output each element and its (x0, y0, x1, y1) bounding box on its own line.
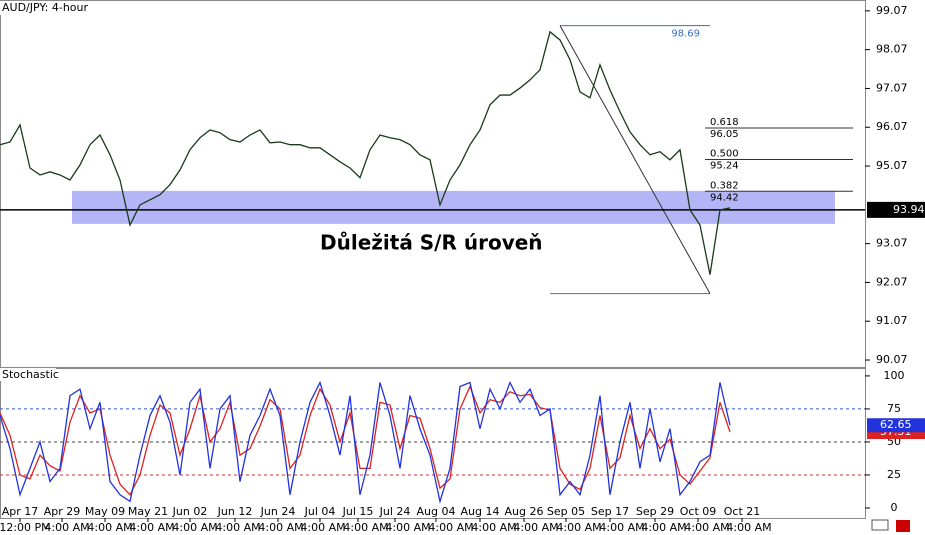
stochastic-title: Stochastic (2, 368, 59, 381)
annotation: Důležitá S/R úroveň (320, 231, 543, 255)
time-tick-label: 4:00 AM (599, 521, 644, 534)
fib-value: 96.05 (710, 129, 739, 140)
x-tick-label: Sep 29 (636, 505, 674, 518)
x-tick-label: Aug 14 (461, 505, 500, 518)
y-tick-label: 0 (891, 501, 898, 514)
x-tick-label: Jul 04 (304, 505, 336, 518)
fib-trend (559, 25, 711, 294)
time-tick-label: 4:00 AM (129, 521, 174, 534)
y-tick-label: 92.07 (876, 275, 908, 288)
x-tick-label: Jul 15 (342, 505, 374, 518)
y-tick-label: 100 (884, 369, 905, 382)
sr-zone (72, 190, 835, 224)
x-tick-label: Sep 17 (591, 505, 629, 518)
current-price-label: 93.94 (893, 203, 925, 216)
time-tick-label: 4:00 AM (258, 521, 303, 534)
y-tick-label: 75 (887, 402, 901, 415)
stoch-value-tag (867, 418, 925, 433)
price-line (0, 30, 731, 275)
icon[interactable] (871, 519, 889, 531)
time-tick-label: 4:00 AM (215, 521, 260, 534)
x-tick-label: May 21 (128, 505, 168, 518)
y-tick-label: 98.07 (876, 43, 908, 56)
time-tick-label: 4:00 AM (343, 521, 388, 534)
fib-ratio: 0.618 (710, 117, 739, 128)
time-tick-label: 4:00 AM (513, 521, 558, 534)
time-tick-label: 4:00 AM (684, 521, 729, 534)
fib-high-label: 98.69 (671, 29, 700, 40)
x-tick-label: Jun 02 (172, 505, 208, 518)
y-tick-label: 95.07 (876, 159, 908, 172)
stochastic-line (0, 380, 731, 504)
time-tick-label: 4:00 AM (471, 521, 516, 534)
y-tick-label: 97.07 (876, 81, 908, 94)
fib-ratio: 0.382 (710, 180, 739, 191)
y-tick-label: 93.07 (876, 237, 908, 250)
x-tick-label: Jun 12 (217, 505, 253, 518)
fib-value: 95.24 (710, 160, 739, 171)
stoch-title-bg (0, 368, 56, 381)
current-price-tag (867, 201, 925, 218)
x-tick-label: Jul 24 (379, 505, 411, 518)
time-tick-label: 4:00 AM (385, 521, 430, 534)
stochastic-line (0, 384, 731, 496)
price-panel (0, 0, 866, 368)
time-tick-label: 4:00 AM (428, 521, 473, 534)
x-tick-label: Oct 09 (680, 505, 717, 518)
x-tick-label: Aug 26 (505, 505, 544, 518)
x-tick-label: Aug 04 (417, 505, 456, 518)
time-tick-label: 4:00 AM (87, 521, 132, 534)
stoch-value-label: 62.65 (880, 418, 912, 431)
y-tick-label: 90.07 (876, 353, 908, 366)
time-tick-label: 4:00 AM (300, 521, 345, 534)
time-tick-label: 4:00 AM (726, 521, 771, 534)
time-tick-label: 12:00 PM (0, 521, 51, 534)
y-tick-label: 96.07 (876, 120, 908, 133)
time-tick-label: 4:00 AM (172, 521, 217, 534)
y-tick-label: 91.07 (876, 314, 908, 327)
x-tick-label: Oct 21 (724, 505, 761, 518)
x-tick-label: May 09 (85, 505, 125, 518)
title-bg (0, 1, 86, 15)
time-tick-label: 4:00 AM (641, 521, 686, 534)
stochastic-panel (0, 368, 866, 519)
time-tick-label: 4:00 AM (556, 521, 601, 534)
y-tick-label: 25 (887, 468, 901, 481)
x-tick-label: Sep 05 (547, 505, 585, 518)
x-tick-label: Apr 17 (2, 505, 39, 518)
icon[interactable] (896, 520, 910, 532)
chart-title: AUD/JPY: 4-hour (2, 1, 88, 14)
time-tick-label: 4:00 AM (44, 521, 89, 534)
x-tick-label: Jun 24 (260, 505, 296, 518)
fib-ratio: 0.500 (710, 148, 739, 159)
x-tick-label: Apr 29 (44, 505, 81, 518)
fib-value: 94.42 (710, 192, 739, 203)
y-tick-label: 99.07 (876, 4, 908, 17)
